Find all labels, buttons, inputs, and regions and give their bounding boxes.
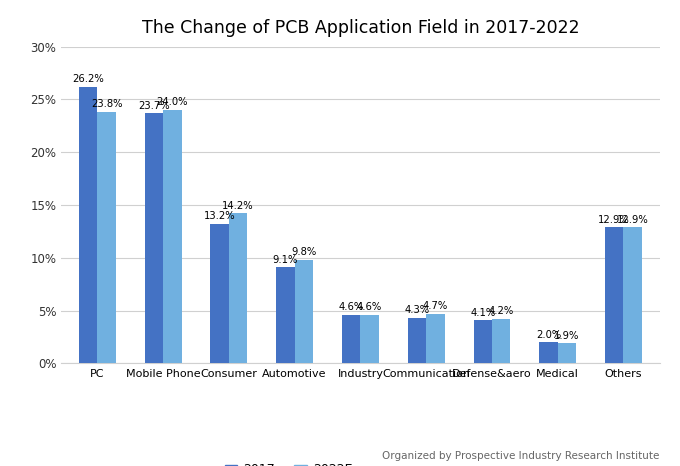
Text: 4.6%: 4.6% [339, 302, 364, 312]
Text: 24.0%: 24.0% [156, 97, 188, 107]
Text: 23.8%: 23.8% [91, 99, 122, 110]
Text: 9.1%: 9.1% [273, 255, 298, 265]
Text: 4.7%: 4.7% [423, 301, 448, 311]
Bar [294, 260, 313, 363]
Bar [605, 227, 624, 363]
Legend: 2017, 2022E: 2017, 2022E [220, 459, 358, 466]
Text: 9.8%: 9.8% [291, 247, 316, 257]
Bar [360, 315, 379, 363]
Text: 12.9%: 12.9% [617, 214, 649, 225]
Text: 4.2%: 4.2% [488, 307, 514, 316]
Text: 14.2%: 14.2% [222, 201, 254, 211]
Text: 4.3%: 4.3% [405, 305, 430, 315]
Bar [163, 110, 182, 363]
Bar [539, 343, 558, 363]
Bar [426, 314, 445, 363]
Bar [408, 318, 426, 363]
Text: 4.1%: 4.1% [470, 308, 495, 317]
Bar [473, 320, 492, 363]
Bar [492, 319, 510, 363]
Title: The Change of PCB Application Field in 2017-2022: The Change of PCB Application Field in 2… [141, 19, 579, 37]
Bar [79, 87, 97, 363]
Text: 12.9%: 12.9% [598, 214, 630, 225]
Bar [342, 315, 360, 363]
Text: 4.6%: 4.6% [357, 302, 382, 312]
Text: 13.2%: 13.2% [204, 212, 235, 221]
Text: 2.0%: 2.0% [536, 330, 561, 340]
Text: 1.9%: 1.9% [554, 331, 579, 341]
Bar [558, 343, 576, 363]
Text: Organized by Prospective Industry Research Institute: Organized by Prospective Industry Resear… [382, 452, 660, 461]
Bar [229, 213, 248, 363]
Bar [276, 267, 294, 363]
Bar [624, 227, 642, 363]
Bar [97, 112, 116, 363]
Bar [145, 113, 163, 363]
Bar [211, 224, 229, 363]
Text: 26.2%: 26.2% [72, 74, 104, 84]
Text: 23.7%: 23.7% [138, 101, 170, 110]
